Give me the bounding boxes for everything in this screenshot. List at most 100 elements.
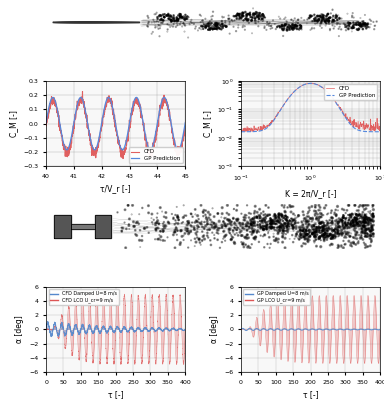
- Point: [285, 24, 291, 30]
- Point: [334, 14, 340, 21]
- Point: [349, 217, 356, 224]
- Point: [340, 212, 346, 218]
- Point: [169, 211, 175, 217]
- Point: [333, 229, 339, 236]
- Point: [354, 207, 360, 214]
- Point: [219, 210, 225, 217]
- Point: [329, 232, 336, 239]
- Point: [348, 213, 354, 219]
- Point: [317, 204, 323, 211]
- Point: [329, 219, 335, 226]
- Point: [238, 210, 245, 217]
- Polygon shape: [71, 224, 94, 229]
- Point: [370, 206, 376, 213]
- Point: [260, 18, 266, 24]
- Point: [354, 220, 360, 226]
- Point: [179, 220, 185, 226]
- Point: [285, 220, 291, 227]
- Point: [316, 202, 322, 208]
- Point: [119, 224, 125, 231]
- Point: [217, 225, 223, 232]
- Point: [358, 226, 364, 232]
- GP Prediction: [306, 81, 310, 86]
- GP Prediction: [132, 96, 137, 101]
- Point: [150, 16, 156, 23]
- GP Prediction: [353, 126, 358, 131]
- Point: [134, 232, 140, 239]
- Point: [201, 232, 207, 239]
- Point: [215, 21, 221, 27]
- Point: [366, 226, 372, 233]
- Point: [249, 30, 255, 36]
- Point: [252, 234, 258, 240]
- Point: [255, 219, 261, 225]
- Point: [364, 22, 370, 28]
- Point: [208, 221, 214, 228]
- Point: [254, 12, 260, 18]
- Point: [230, 228, 236, 234]
- Point: [198, 23, 204, 29]
- Point: [331, 227, 337, 234]
- Point: [290, 239, 296, 245]
- Point: [212, 25, 218, 32]
- Point: [292, 22, 298, 28]
- GP Prediction: [305, 81, 310, 86]
- Point: [268, 223, 274, 229]
- Point: [273, 218, 279, 224]
- Point: [265, 229, 271, 235]
- Point: [211, 26, 217, 32]
- Point: [185, 244, 191, 251]
- Point: [202, 22, 209, 29]
- Point: [177, 240, 184, 246]
- Point: [182, 230, 188, 237]
- Point: [256, 16, 262, 22]
- Point: [333, 213, 339, 220]
- Point: [351, 219, 357, 225]
- Point: [312, 228, 318, 235]
- Point: [341, 225, 348, 231]
- Point: [245, 226, 252, 232]
- Point: [348, 220, 354, 227]
- Point: [250, 5, 256, 12]
- Point: [153, 18, 159, 25]
- Point: [238, 232, 244, 239]
- Point: [276, 23, 282, 29]
- Point: [350, 19, 356, 26]
- Point: [316, 220, 322, 227]
- Point: [238, 14, 244, 20]
- Point: [207, 25, 213, 32]
- Point: [361, 219, 367, 225]
- Point: [298, 227, 305, 234]
- CFD: [125, 136, 129, 141]
- Point: [245, 243, 252, 249]
- Point: [228, 222, 234, 228]
- Point: [273, 26, 279, 32]
- CFD: [375, 123, 380, 128]
- Point: [349, 218, 355, 224]
- Point: [250, 14, 256, 21]
- Point: [314, 228, 320, 234]
- Point: [170, 232, 176, 238]
- Point: [352, 217, 358, 224]
- Point: [266, 22, 272, 29]
- Point: [275, 239, 281, 246]
- Point: [350, 218, 356, 225]
- Point: [283, 212, 289, 219]
- Point: [177, 15, 183, 22]
- Point: [126, 226, 132, 232]
- Point: [334, 21, 340, 28]
- Point: [279, 22, 285, 28]
- Point: [219, 224, 225, 231]
- Point: [177, 14, 184, 20]
- Point: [352, 228, 358, 235]
- Point: [338, 217, 344, 223]
- Point: [136, 211, 142, 218]
- Point: [364, 231, 371, 238]
- Point: [234, 217, 240, 223]
- Point: [357, 235, 363, 242]
- Point: [353, 20, 359, 26]
- Point: [279, 25, 285, 32]
- Point: [261, 215, 267, 221]
- Point: [314, 13, 321, 20]
- Point: [313, 226, 319, 232]
